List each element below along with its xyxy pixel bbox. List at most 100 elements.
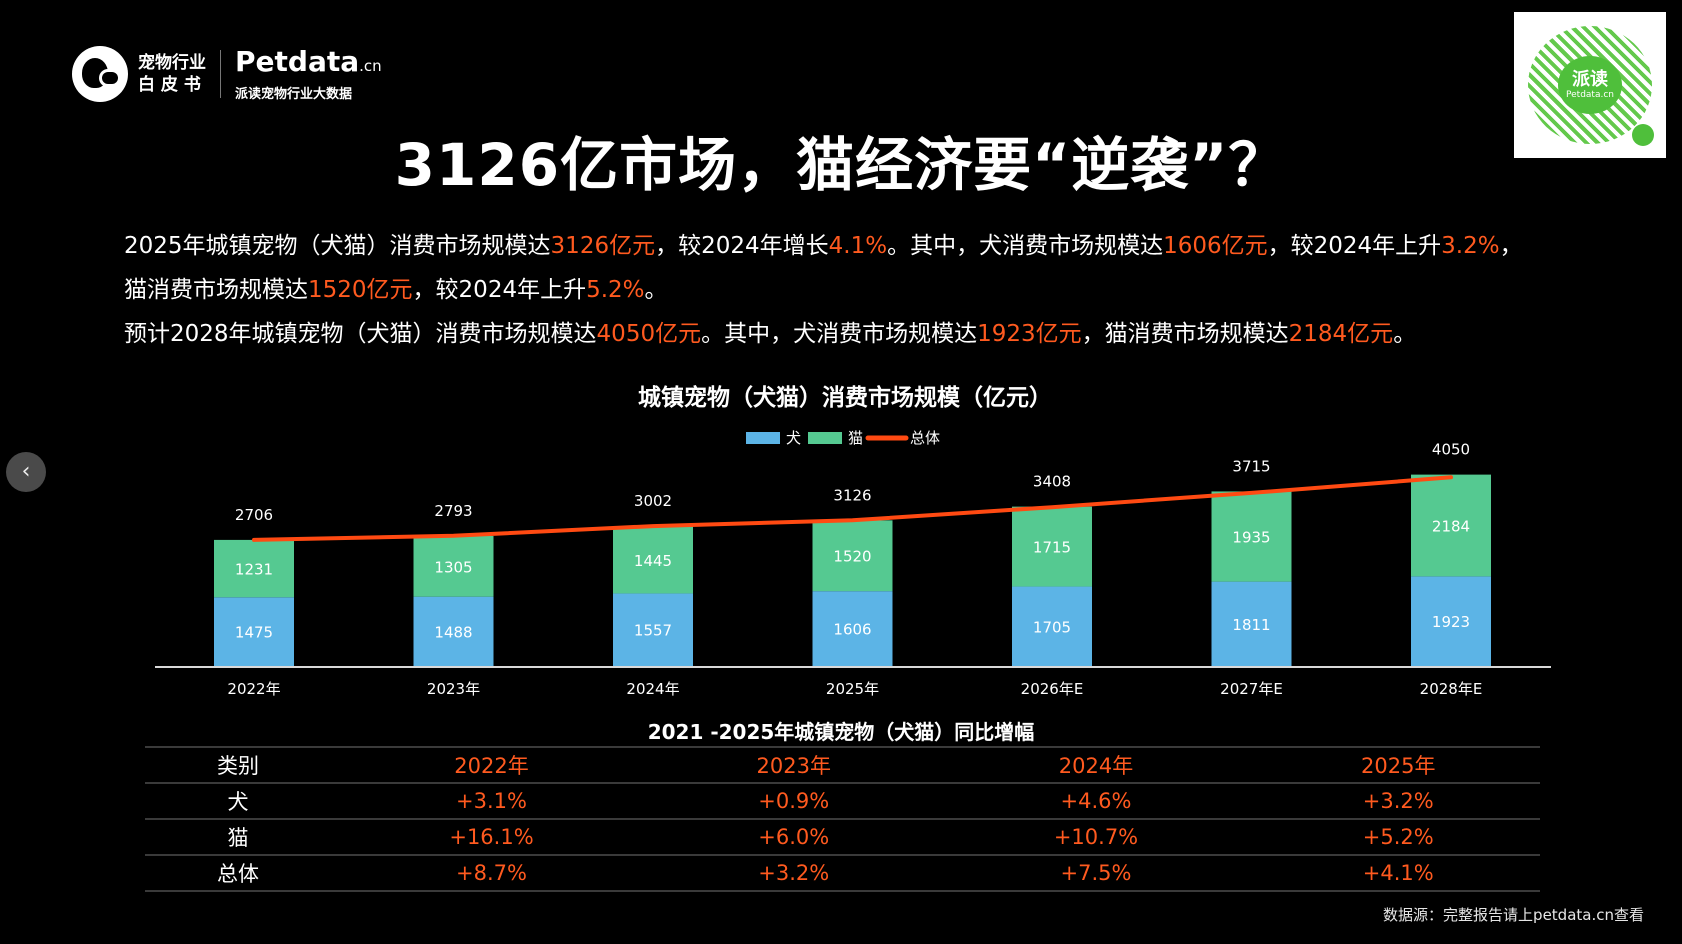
summary-line: 预计2028年城镇宠物（犬猫）消费市场规模达4050亿元。其中，犬消费市场规模达… xyxy=(124,319,1416,349)
legend-swatch xyxy=(746,432,780,444)
highlight-value: 4050亿元 xyxy=(596,321,702,347)
highlight-value: 1520亿元 xyxy=(308,277,413,303)
bar-dog xyxy=(1211,581,1292,666)
highlight-value: 3.2% xyxy=(1441,233,1500,259)
logo-line2: 白 皮 书 xyxy=(138,75,201,95)
qr-code[interactable]: 派读 Petdata.cn xyxy=(1514,12,1666,158)
table-value-cell: +5.2% xyxy=(1256,819,1540,856)
bar-cat xyxy=(1211,491,1292,582)
x-tick-label: 2027年E xyxy=(1220,680,1283,698)
table-category-cell: 类别 xyxy=(145,746,331,784)
bar-cat xyxy=(214,539,294,598)
data-label-cat: 1935 xyxy=(1232,529,1270,547)
table-value-cell: +0.9% xyxy=(652,783,936,820)
bar-cat xyxy=(812,520,893,592)
summary-text-segment: ，较2024年上升 xyxy=(1267,233,1442,259)
x-tick-label: 2028年E xyxy=(1420,680,1483,698)
x-tick-label: 2023年 xyxy=(427,680,480,698)
logo-divider xyxy=(220,50,221,98)
table-year-header: 2025年 xyxy=(1256,746,1540,784)
bar-dog xyxy=(413,596,494,666)
brand-block: Petdata.cn 派读宠物行业大数据 xyxy=(235,44,382,102)
data-label-dog: 1923 xyxy=(1432,613,1470,631)
total-point xyxy=(851,518,854,522)
total-point xyxy=(1449,475,1453,479)
data-label-total: 3408 xyxy=(1033,473,1071,491)
total-point xyxy=(651,524,655,528)
bar-cat xyxy=(1411,474,1491,577)
brand-tagline: 派读宠物行业大数据 xyxy=(235,86,353,102)
summary-text-segment: 。其中，犬消费市场规模达 xyxy=(701,321,978,347)
data-label-dog: 1488 xyxy=(434,623,472,641)
summary-text-segment: ， xyxy=(1499,233,1523,259)
highlight-value: 3126亿元 xyxy=(550,233,656,259)
data-label-cat: 1445 xyxy=(634,552,672,570)
summary-text-segment: 预计2028年城镇宠物（犬猫）消费市场规模达 xyxy=(124,321,597,347)
bar-cat xyxy=(613,526,693,594)
data-label-dog: 1475 xyxy=(235,624,273,642)
x-tick-label: 2025年 xyxy=(826,680,879,698)
legend-label: 总体 xyxy=(910,429,940,447)
table-value-cell: +7.5% xyxy=(935,855,1257,892)
data-label-cat: 2184 xyxy=(1432,518,1470,536)
table-value-cell: +4.6% xyxy=(935,783,1257,820)
table-category-cell: 猫 xyxy=(145,819,331,856)
summary-text-segment: ，猫消费市场规模达 xyxy=(1081,321,1289,347)
total-point xyxy=(1050,505,1054,509)
summary-line: 2025年城镇宠物（犬猫）消费市场规模达3126亿元，较2024年增长4.1%。… xyxy=(124,231,1523,261)
table-value-cell: +4.1% xyxy=(1256,855,1540,892)
source-note: 数据源：完整报告请上petdata.cn查看 xyxy=(1383,906,1644,924)
table-value-cell: +3.2% xyxy=(652,855,936,892)
data-label-cat: 1715 xyxy=(1033,539,1071,557)
data-label-total: 3126 xyxy=(833,486,871,504)
table-row: 猫 +16.1% +6.0% +10.7% +5.2% xyxy=(145,819,1540,856)
mini-program-icon xyxy=(1632,124,1654,146)
table-category-cell: 犬 xyxy=(145,783,331,820)
brand-name: Petdata.cn xyxy=(235,44,382,78)
data-label-total: 4050 xyxy=(1432,441,1470,459)
logo: 宠物行业 白 皮 书 Petdata.cn 派读宠物行业大数据 xyxy=(72,46,382,102)
bar-dog xyxy=(613,593,693,666)
table-value-cell: +8.7% xyxy=(331,855,653,892)
qr-center-logo: 派读 Petdata.cn xyxy=(1558,56,1622,114)
data-label-dog: 1705 xyxy=(1033,618,1071,636)
table-value-cell: +6.0% xyxy=(652,819,936,856)
bar-cat xyxy=(413,535,494,597)
table-value-cell: +10.7% xyxy=(935,819,1257,856)
bar-cat xyxy=(1012,506,1092,587)
summary-text-segment: ，较2024年增长 xyxy=(655,233,829,259)
pet-logo-icon xyxy=(72,46,128,102)
table-row: 犬 +3.1% +0.9% +4.6% +3.2% xyxy=(145,783,1540,820)
table-row: 总体 +8.7% +3.2% +7.5% +4.1% xyxy=(145,855,1540,892)
data-label-cat: 1305 xyxy=(434,558,472,576)
total-point xyxy=(252,538,256,542)
table-category-cell: 总体 xyxy=(145,855,331,892)
data-label-cat: 1520 xyxy=(833,548,871,566)
prev-slide-button[interactable]: ‹ xyxy=(6,452,46,492)
chart-title: 城镇宠物（犬猫）消费市场规模（亿元） xyxy=(638,384,1052,411)
table-value-cell: +3.1% xyxy=(331,783,653,820)
legend-label: 犬 xyxy=(786,429,801,447)
growth-table-title: 2021 -2025年城镇宠物（犬猫）同比增幅 xyxy=(647,720,1035,744)
summary-text-segment: 。其中，犬消费市场规模达 xyxy=(887,233,1164,259)
legend-label: 猫 xyxy=(848,429,863,447)
table-year-header: 2023年 xyxy=(652,746,936,784)
data-label-total: 2793 xyxy=(434,502,472,520)
page-title: 3126亿市场，猫经济要“逆袭”？ xyxy=(394,131,1288,199)
highlight-value: 1923亿元 xyxy=(977,321,1082,347)
summary-text-segment: 。 xyxy=(644,277,668,303)
summary-text-segment: 。 xyxy=(1393,321,1417,347)
highlight-value: 1606亿元 xyxy=(1163,233,1268,259)
data-label-total: 2706 xyxy=(235,506,273,524)
bar-dog xyxy=(214,597,294,666)
summary-line: 猫消费市场规模达1520亿元，较2024年上升5.2%。 xyxy=(124,275,668,305)
table-header-row: 类别 2022年 2023年 2024年 2025年 xyxy=(145,746,1540,784)
bar-dog xyxy=(1411,576,1491,666)
x-tick-label: 2026年E xyxy=(1021,680,1084,698)
table-value-cell: +3.2% xyxy=(1256,783,1540,820)
data-label-cat: 1231 xyxy=(235,561,273,579)
logo-line1: 宠物行业 xyxy=(138,53,206,73)
bar-dog xyxy=(812,591,893,666)
data-label-dog: 1606 xyxy=(833,621,871,639)
bar-dog xyxy=(1012,586,1092,666)
